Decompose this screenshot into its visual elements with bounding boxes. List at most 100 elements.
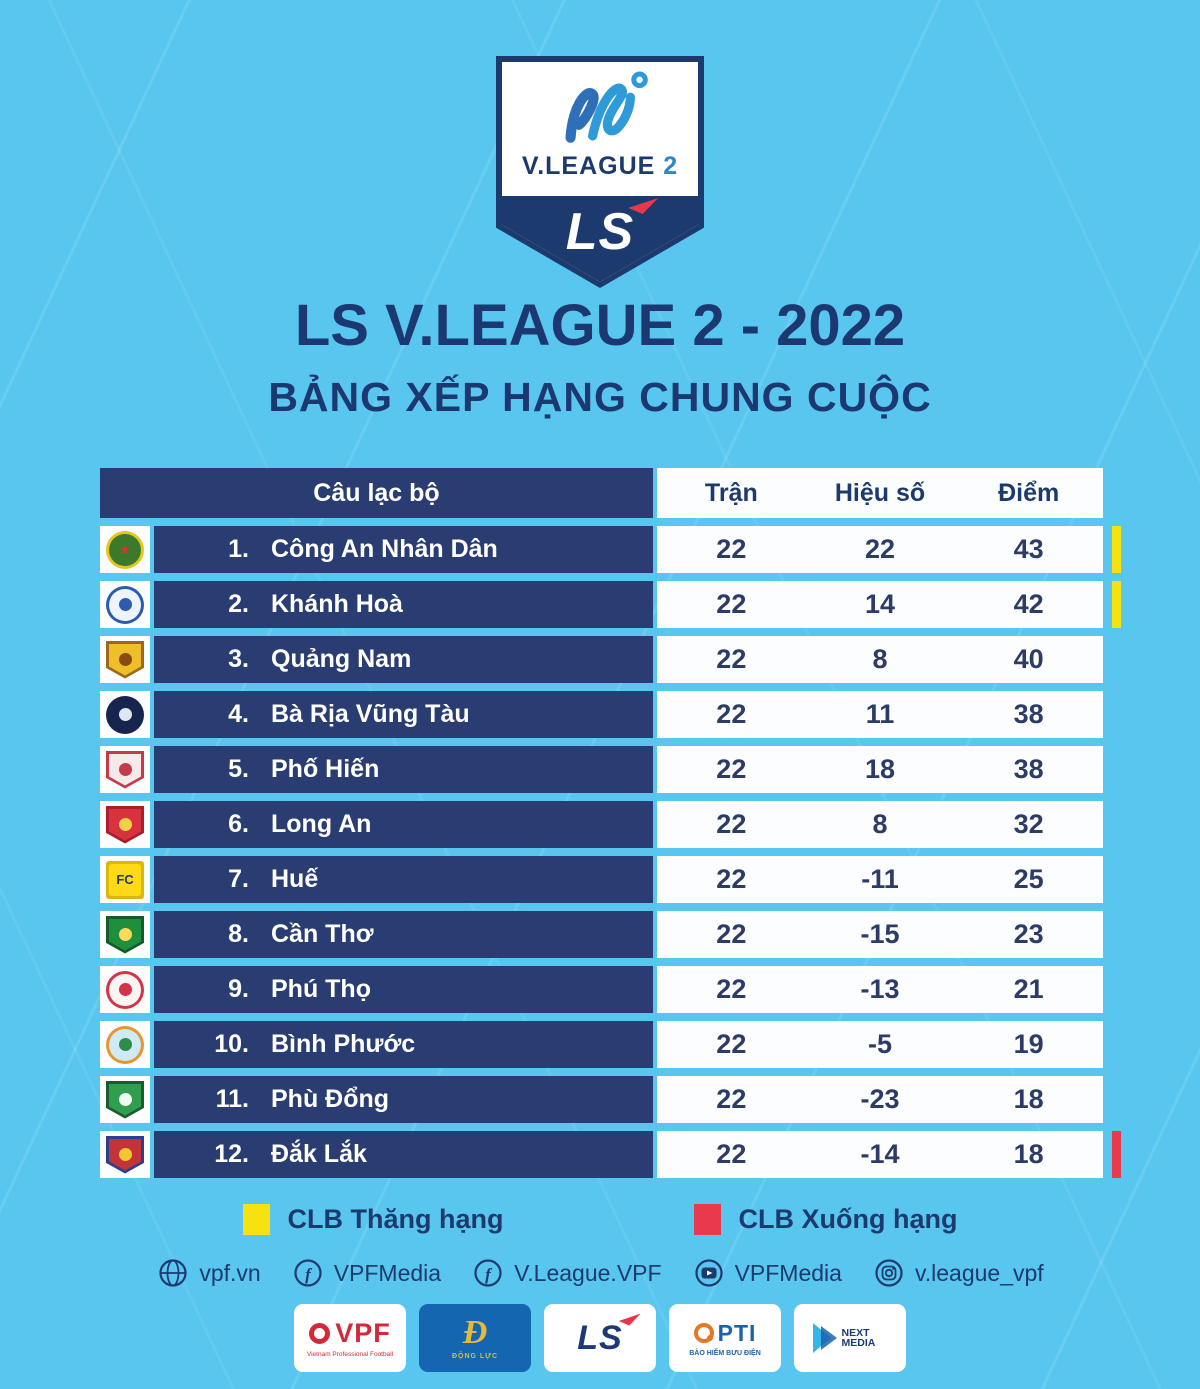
status-stripe: [1112, 526, 1121, 573]
social-facebook-1[interactable]: f VPFMedia: [291, 1256, 441, 1290]
table-row: 10. Bình Phước 22 -5 19: [100, 1021, 1112, 1068]
dong-luc-mark: Đ: [462, 1314, 488, 1351]
team-crest: [100, 966, 150, 1013]
matches-value: 22: [716, 534, 747, 564]
next-media-play-icon: [812, 1323, 839, 1353]
matches-value: 22: [716, 864, 747, 894]
facebook-icon: f: [474, 1259, 502, 1287]
sponsor-dong-luc[interactable]: Đ ĐỘNG LỰC: [419, 1304, 531, 1372]
sponsor-ls[interactable]: LS: [544, 1304, 656, 1372]
shield-league-name: V.LEAGUE 2: [521, 152, 679, 180]
team-crest-shape: [106, 585, 144, 624]
goal-diff-value: 8: [872, 809, 888, 839]
points-value: 21: [1013, 974, 1044, 1004]
goal-diff-value: -5: [867, 1029, 892, 1059]
matches-value: 22: [716, 1029, 747, 1059]
team-name: Phố Hiến: [271, 755, 380, 783]
team-crest-core: ★: [119, 542, 131, 557]
team-crest-core: [118, 1093, 132, 1106]
svg-text:f: f: [485, 1265, 493, 1284]
ls-logo: LS: [566, 198, 659, 262]
points-value: 42: [1013, 589, 1044, 619]
points-value: 19: [1013, 1029, 1044, 1059]
header-club: Câu lạc bộ: [100, 468, 653, 518]
header-goal-diff: Hiệu số: [834, 478, 926, 507]
team-crest-core: [118, 763, 132, 776]
team-crest-core: FC: [116, 872, 134, 887]
team-crest-shape: [106, 640, 144, 679]
points-value: 32: [1013, 809, 1044, 839]
table-row: ★ 1. Công An Nhân Dân 22 22 43: [100, 526, 1121, 573]
table-row: 11. Phù Đổng 22 -23 18: [100, 1076, 1112, 1123]
team-crest: [100, 801, 150, 848]
goal-diff-value: 14: [864, 589, 896, 619]
goal-diff-value: 11: [865, 699, 895, 729]
header-points: Điểm: [998, 478, 1060, 507]
social-instagram[interactable]: v.league_vpf: [872, 1256, 1044, 1290]
team-rank: 9.: [228, 975, 249, 1003]
social-facebook-2[interactable]: f V.League.VPF: [471, 1256, 662, 1290]
table-rows: ★ 1. Công An Nhân Dân 22 22 43 2. Khánh …: [100, 526, 1121, 1178]
matches-value: 22: [716, 589, 747, 619]
facebook-icon: f: [294, 1259, 322, 1287]
pti-ring-icon: [693, 1323, 714, 1343]
team-crest-core: [118, 708, 132, 721]
team-rank: 12.: [214, 1140, 249, 1168]
table-row: 8. Cần Thơ 22 -15 23: [100, 911, 1112, 958]
legend-relegation: CLB Xuống hạng: [693, 1204, 957, 1235]
points-value: 25: [1013, 864, 1044, 894]
page-subtitle: BẢNG XẾP HẠNG CHUNG CUỘC: [268, 374, 932, 420]
team-name: Cần Thơ: [271, 920, 374, 948]
team-rank: 1.: [228, 535, 249, 563]
relegation-swatch: [693, 1204, 721, 1235]
goal-diff-value: 18: [864, 754, 896, 784]
sponsor-vpf[interactable]: VPF Vietnam Professional Football: [294, 1304, 406, 1372]
team-crest: [100, 1131, 150, 1178]
team-crest-shape: [106, 750, 144, 789]
status-stripe: [1112, 581, 1121, 628]
team-crest: [100, 691, 150, 738]
matches-value: 22: [716, 699, 747, 729]
social-links: vpf.vn f VPFMedia f V.League.VPF VPFMedi…: [0, 1256, 1200, 1290]
social-website[interactable]: vpf.vn: [156, 1256, 261, 1290]
promotion-swatch: [242, 1204, 270, 1235]
team-crest-core: [118, 928, 132, 941]
table-row: 2. Khánh Hoà 22 14 42: [100, 581, 1121, 628]
team-rank: 7.: [228, 865, 249, 893]
goal-diff-value: 8: [872, 644, 888, 674]
team-rank: 2.: [228, 590, 249, 618]
team-rank: 6.: [228, 810, 249, 838]
team-crest: [100, 911, 150, 958]
points-value: 18: [1013, 1084, 1044, 1114]
sponsor-next-media[interactable]: NEXT MEDIA: [794, 1304, 906, 1372]
social-youtube[interactable]: VPFMedia: [692, 1256, 842, 1290]
team-name: Quảng Nam: [271, 645, 412, 673]
table-row: 6. Long An 22 8 32: [100, 801, 1112, 848]
team-crest-core: [118, 818, 132, 831]
team-crest-shape: [106, 695, 144, 734]
legend-promotion: CLB Thăng hạng: [242, 1204, 504, 1235]
team-rank: 3.: [228, 645, 249, 673]
team-name: Long An: [271, 810, 372, 838]
table-row: 12. Đắk Lắk 22 -14 18: [100, 1131, 1121, 1178]
goal-diff-value: -11: [861, 864, 899, 894]
team-crest-core: [118, 598, 132, 611]
points-value: 40: [1013, 644, 1044, 674]
table-header: Câu lạc bộ Trận Hiệu số Điểm: [100, 468, 1112, 518]
team-name: Huế: [271, 865, 319, 893]
standings-table: Câu lạc bộ Trận Hiệu số Điểm ★ 1. Công A…: [100, 468, 1121, 1178]
sponsor-pti[interactable]: PTI BẢO HIỂM BƯU ĐIỆN: [669, 1304, 781, 1372]
points-value: 18: [1013, 1139, 1044, 1169]
table-row: 4. Bà Rịa Vũng Tàu 22 11 38: [100, 691, 1112, 738]
team-rank: 10.: [214, 1030, 249, 1058]
page-title: LS V.LEAGUE 2 - 2022: [294, 293, 906, 358]
goal-diff-value: -23: [860, 1084, 900, 1114]
team-crest-core: [118, 983, 132, 996]
team-crest: FC: [100, 856, 150, 903]
table-row: 5. Phố Hiến 22 18 38: [100, 746, 1112, 793]
team-crest-shape: [106, 1080, 144, 1119]
team-rank: 8.: [228, 920, 249, 948]
team-crest-shape: [106, 1135, 144, 1174]
team-crest: [100, 636, 150, 683]
team-name: Khánh Hoà: [271, 590, 403, 618]
